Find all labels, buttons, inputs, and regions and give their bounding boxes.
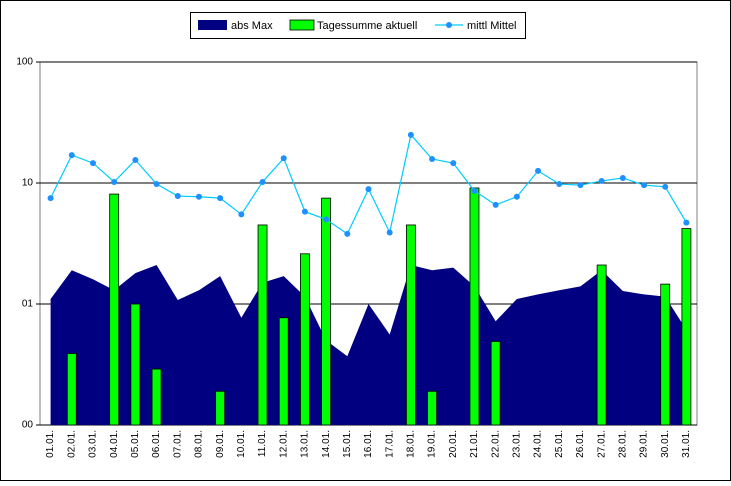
point <box>450 160 457 167</box>
y-tick-label: 100 <box>16 57 33 68</box>
x-tick-label: 02.01. <box>66 430 77 458</box>
x-tick-label: 15.01. <box>342 430 353 458</box>
x-tick-label: 24.01. <box>533 430 544 458</box>
point <box>238 211 245 218</box>
legend-swatch <box>289 19 315 31</box>
point <box>429 155 436 162</box>
point <box>111 178 118 185</box>
point <box>280 155 287 162</box>
x-tick-label: 30.01. <box>660 430 671 458</box>
point <box>471 187 478 194</box>
area <box>50 265 687 425</box>
bar <box>109 193 120 426</box>
x-tick-label: 09.01. <box>215 430 226 458</box>
x-tick-label: 10.01. <box>236 430 247 458</box>
point <box>217 195 224 202</box>
x-tick-label: 08.01. <box>194 430 205 458</box>
legend-label: abs Max <box>231 20 273 32</box>
x-tick-label: 21.01. <box>469 430 480 458</box>
point <box>132 156 139 163</box>
x-tick-label: 13.01. <box>300 430 311 458</box>
point <box>556 181 563 188</box>
point <box>153 181 160 188</box>
x-tick-label: 29.01. <box>639 430 650 458</box>
bar <box>490 341 501 426</box>
x-tick-label: 11.01. <box>257 430 268 457</box>
x-tick-label: 07.01. <box>172 430 183 458</box>
x-tick-label: 27.01. <box>596 430 607 458</box>
bar <box>215 390 226 426</box>
point <box>301 208 308 215</box>
x-tick-label: 14.01. <box>321 430 332 458</box>
point <box>323 216 330 223</box>
legend-label: mittl Mittel <box>467 20 517 32</box>
point <box>407 131 414 138</box>
point <box>365 186 372 193</box>
point <box>513 193 520 200</box>
bar <box>257 224 268 426</box>
x-tick-label: 06.01. <box>151 430 162 458</box>
x-tick-label: 12.01. <box>278 430 289 458</box>
y-tick-label: 00 <box>22 420 34 431</box>
y-tick-label: 10 <box>22 178 34 189</box>
x-tick-label: 22.01. <box>490 430 501 458</box>
point <box>89 160 96 167</box>
point <box>641 182 648 189</box>
point <box>386 229 393 236</box>
point <box>195 193 202 200</box>
x-tick-label: 17.01. <box>384 430 395 458</box>
legend-label: Tagessumme aktuell <box>317 20 417 32</box>
bar <box>681 228 692 426</box>
point <box>577 182 584 189</box>
x-tick-label: 23.01. <box>511 430 522 458</box>
x-tick-label: 16.01. <box>363 430 374 458</box>
bar <box>321 197 332 426</box>
point <box>47 195 54 202</box>
bar <box>66 353 77 426</box>
bar <box>300 253 310 426</box>
point <box>598 177 605 184</box>
x-tick-label: 19.01. <box>427 430 438 458</box>
x-tick-label: 01.01. <box>45 430 56 458</box>
x-tick-label: 03.01. <box>88 430 99 458</box>
point <box>619 174 626 181</box>
point <box>68 152 75 159</box>
x-tick-label: 26.01. <box>575 430 586 458</box>
legend-swatch <box>446 22 452 28</box>
bar <box>405 224 416 426</box>
x-tick-label: 18.01. <box>406 430 417 458</box>
point <box>174 193 181 200</box>
y-tick-label: 01 <box>22 299 34 310</box>
legend-swatch <box>198 20 227 30</box>
bar <box>469 187 480 426</box>
bar <box>130 303 141 426</box>
point <box>683 219 690 226</box>
bar <box>427 390 437 426</box>
point <box>259 178 266 185</box>
point <box>535 167 542 174</box>
bar <box>660 283 671 426</box>
x-tick-label: 05.01. <box>130 430 141 458</box>
bar <box>278 317 289 426</box>
point <box>662 183 669 190</box>
point <box>492 201 499 208</box>
bar <box>596 264 607 426</box>
point <box>344 230 351 237</box>
legend-box <box>190 12 526 39</box>
x-tick-label: 25.01. <box>554 430 565 458</box>
x-tick-label: 31.01. <box>681 430 692 458</box>
x-tick-label: 20.01. <box>448 430 459 458</box>
x-tick-label: 28.01. <box>617 430 628 458</box>
bar <box>151 368 162 426</box>
x-tick-label: 04.01. <box>109 430 120 458</box>
